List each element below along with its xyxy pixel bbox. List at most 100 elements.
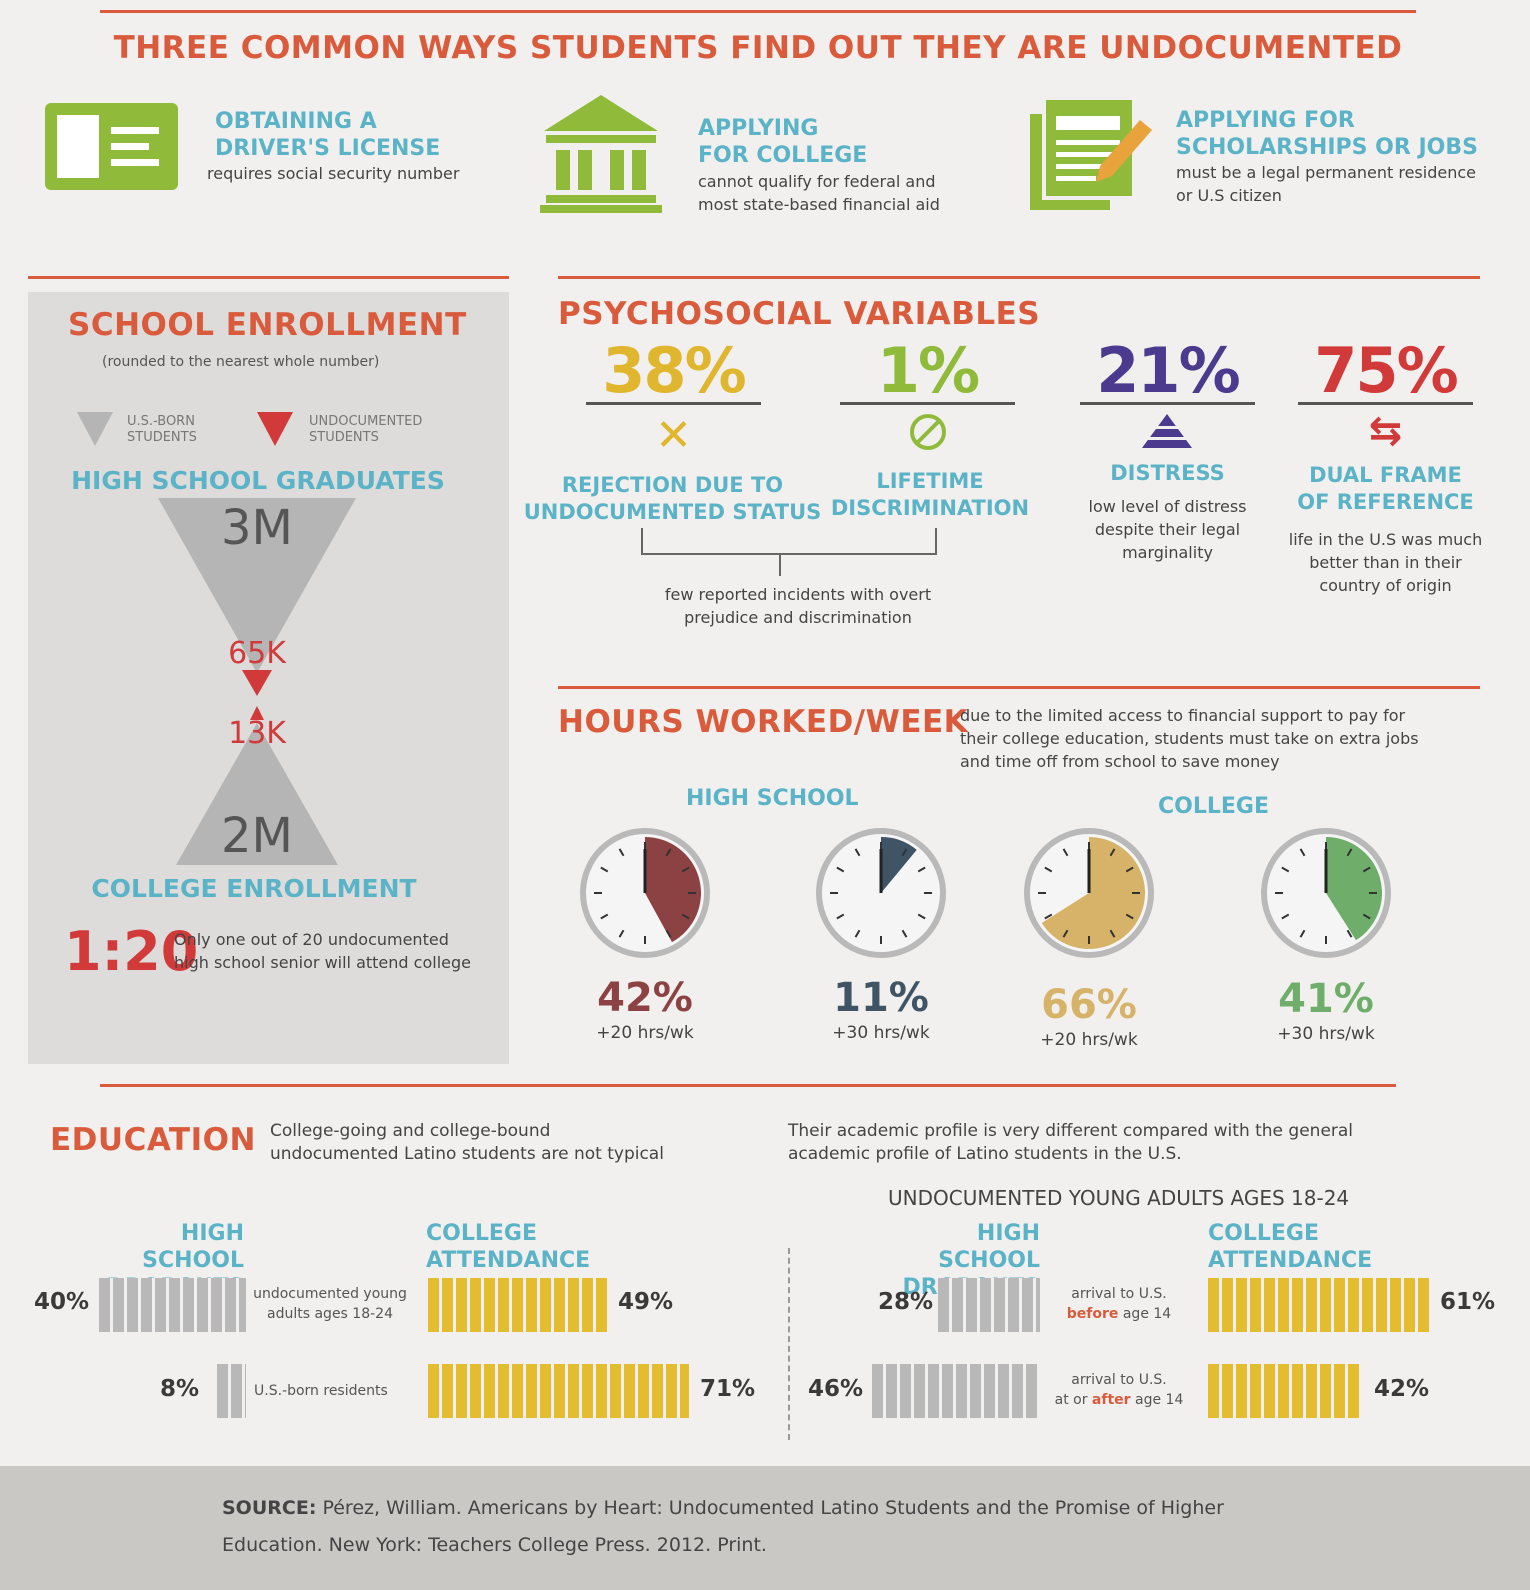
clock-wedge bbox=[881, 837, 917, 893]
enrollment-note: (rounded to the nearest whole number) bbox=[102, 354, 380, 370]
distress-label: DISTRESS bbox=[1110, 461, 1225, 485]
page-title: THREE COMMON WAYS STUDENTS FIND OUT THEY… bbox=[113, 30, 1403, 66]
right-dropout-bar-2 bbox=[872, 1364, 1040, 1418]
clock-wedge bbox=[1041, 837, 1145, 949]
left-dropout-pct-2: 8% bbox=[160, 1376, 200, 1402]
enrollment-title: SCHOOL ENROLLMENT bbox=[68, 307, 467, 343]
id-card-icon bbox=[45, 103, 178, 190]
right-heading: UNDOCUMENTED YOUNG ADULTS AGES 18-24 bbox=[888, 1186, 1350, 1210]
two-way-arrow-icon: ⇆ bbox=[1368, 408, 1403, 454]
us-hs-value: 3M bbox=[221, 500, 293, 556]
bank-building-icon bbox=[540, 95, 662, 215]
way-desc-scholarships: must be a legal permanent residence or U.… bbox=[1176, 163, 1476, 205]
ratio-value: 1:20 bbox=[64, 920, 199, 983]
clock-wedge bbox=[1326, 837, 1382, 941]
legend-undocumented-label: UNDOCUMENTED STUDENTS bbox=[309, 414, 423, 445]
way-desc-college: cannot qualify for federal and most state… bbox=[698, 172, 940, 214]
clock-college-20-pct: 66% bbox=[1041, 982, 1137, 1028]
way-desc-license: requires social security number bbox=[207, 164, 460, 183]
left-dropout-pct-1: 40% bbox=[34, 1289, 90, 1315]
right-dropout-pct-2: 46% bbox=[808, 1376, 864, 1402]
discrimination-underline bbox=[840, 402, 1015, 405]
hours-rule bbox=[558, 686, 1480, 689]
discrimination-label: LIFETIME DISCRIMINATION bbox=[830, 469, 1030, 520]
legend-undocumented-icon bbox=[257, 412, 293, 450]
right-dropout-pct-1: 28% bbox=[878, 1289, 934, 1315]
clock-hs-30-pct: 11% bbox=[833, 975, 929, 1021]
left-attend-pct-2: 71% bbox=[700, 1376, 756, 1402]
section-divider bbox=[788, 1248, 790, 1440]
rejection-pct: 38% bbox=[602, 334, 746, 407]
college-enrollment-label: COLLEGE ENROLLMENT bbox=[91, 874, 417, 903]
ratio-desc: Only one out of 20 undocumented high scho… bbox=[174, 930, 471, 972]
shared-desc: few reported incidents with overt prejudi… bbox=[664, 585, 932, 627]
clock-wedge bbox=[645, 837, 701, 943]
left-dropout-bar-2 bbox=[217, 1364, 246, 1418]
x-icon: ✕ bbox=[655, 410, 692, 461]
clock-hs-20-sub: +20 hrs/wk bbox=[596, 1023, 694, 1043]
shared-bracket bbox=[640, 528, 940, 582]
dual-frame-pct: 75% bbox=[1314, 334, 1458, 407]
rejection-underline bbox=[586, 402, 761, 405]
education-rule bbox=[100, 1084, 1396, 1087]
psychosocial-title: PSYCHOSOCIAL VARIABLES bbox=[558, 296, 1041, 332]
way-heading-license: OBTAINING A DRIVER'S LICENSE bbox=[215, 109, 441, 161]
dual-frame-label: DUAL FRAME OF REFERENCE bbox=[1297, 463, 1474, 514]
pyramid-icon bbox=[1142, 414, 1192, 454]
clock-college-20-sub: +20 hrs/wk bbox=[1040, 1030, 1138, 1050]
hours-desc: due to the limited access to financial s… bbox=[960, 706, 1419, 771]
education-desc-right: Their academic profile is very different… bbox=[788, 1121, 1354, 1164]
left-row-label-2: U.S.-born residents bbox=[254, 1383, 388, 1399]
left-dropout-bar-1 bbox=[99, 1278, 246, 1332]
way-heading-scholarships: APPLYING FOR SCHOLARSHIPS OR JOBS bbox=[1176, 108, 1478, 160]
left-attend-bar-2 bbox=[428, 1364, 689, 1418]
enrollment-rule bbox=[28, 276, 509, 279]
us-college-value: 2M bbox=[221, 808, 293, 864]
hs-graduates-label: HIGH SCHOOL GRADUATES bbox=[71, 466, 445, 495]
distress-underline bbox=[1080, 402, 1255, 405]
right-attend-bar-1 bbox=[1208, 1278, 1431, 1332]
clock-face bbox=[580, 828, 710, 958]
clock-face bbox=[1261, 828, 1391, 958]
clock-hs-20 bbox=[575, 823, 715, 967]
left-attend-pct-1: 49% bbox=[618, 1289, 674, 1315]
clock-college-30 bbox=[1256, 823, 1396, 967]
right-attend-pct-2: 42% bbox=[1374, 1376, 1430, 1402]
left-row-label-1: undocumented young adults ages 18-24 bbox=[253, 1286, 407, 1322]
legend-us-born-icon bbox=[77, 412, 113, 450]
right-attendance-heading: COLLEGE ATTENDANCE bbox=[1208, 1221, 1373, 1273]
top-rule bbox=[100, 10, 1416, 13]
undocumented-hs-value: 65K bbox=[228, 636, 286, 671]
clock-hs-30-sub: +30 hrs/wk bbox=[832, 1023, 930, 1043]
clock-hs-20-pct: 42% bbox=[597, 975, 693, 1021]
hours-title: HOURS WORKED/WEEK bbox=[558, 704, 969, 740]
dual-frame-underline bbox=[1298, 402, 1473, 405]
clock-college-20 bbox=[1019, 823, 1159, 967]
source-footer bbox=[0, 1466, 1530, 1590]
dual-frame-desc: life in the U.S was much better than in t… bbox=[1288, 530, 1483, 595]
document-pencil-icon bbox=[1030, 96, 1155, 213]
distress-desc: low level of distress despite their legal… bbox=[1088, 497, 1247, 562]
legend-us-born-label: U.S.-BORN STUDENTS bbox=[127, 414, 197, 445]
source-text: SOURCE: Pérez, William. Americans by Hea… bbox=[222, 1497, 1224, 1556]
way-heading-college: APPLYING FOR COLLEGE bbox=[698, 116, 868, 168]
left-attend-bar-1 bbox=[428, 1278, 608, 1332]
right-attend-pct-1: 61% bbox=[1440, 1289, 1496, 1315]
clock-college-30-sub: +30 hrs/wk bbox=[1277, 1024, 1375, 1044]
left-attendance-heading: COLLEGE ATTENDANCE bbox=[426, 1221, 591, 1273]
hours-college-label: COLLEGE bbox=[1158, 794, 1269, 819]
hourglass-graphic bbox=[158, 498, 358, 872]
undocumented-college-value: 13K bbox=[228, 716, 286, 751]
right-attend-bar-2 bbox=[1208, 1364, 1361, 1418]
right-dropout-bar-1 bbox=[938, 1278, 1040, 1332]
hours-high-school-label: HIGH SCHOOL bbox=[686, 786, 859, 811]
no-sign-icon bbox=[908, 412, 948, 456]
clock-face bbox=[1024, 828, 1154, 958]
right-row-label-1: arrival to U.S. before age 14 bbox=[1066, 1286, 1172, 1322]
distress-pct: 21% bbox=[1096, 334, 1240, 407]
clock-hs-30 bbox=[811, 823, 951, 967]
psychosocial-rule bbox=[558, 276, 1480, 279]
right-row-label-2: arrival to U.S. at or after age 14 bbox=[1054, 1372, 1184, 1408]
rejection-label: REJECTION DUE TO UNDOCUMENTED STATUS bbox=[523, 473, 822, 524]
clock-face bbox=[816, 828, 946, 958]
